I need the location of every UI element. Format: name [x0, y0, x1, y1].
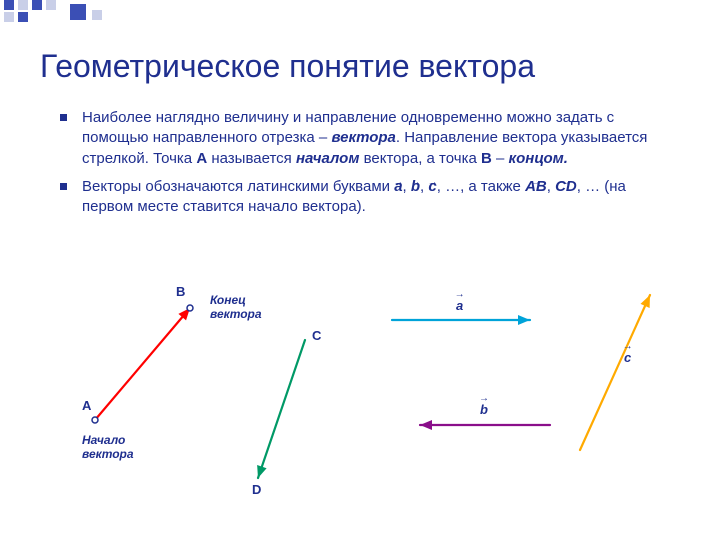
vectors-svg: [0, 250, 720, 540]
label-vec-c: c: [624, 350, 631, 365]
decor-square: [32, 0, 42, 10]
figure-area: A B C D Конецвектора Началовектора a b c: [0, 250, 720, 540]
b1-B: В: [481, 150, 492, 167]
b2-t1: Векторы обозначаются латинскими буквами: [82, 178, 394, 195]
page-title: Геометрическое понятие вектора: [40, 48, 535, 85]
point-A: [92, 417, 98, 423]
decor-square: [18, 0, 28, 10]
bullet-1: Наиболее наглядно величину и направление…: [60, 108, 670, 169]
arrow-over-icon: →: [531, 176, 541, 190]
arrow-over-icon: →: [410, 176, 420, 190]
label-vec-a: a: [456, 298, 463, 313]
label-D: D: [252, 482, 261, 497]
label-nachalo-text: Началовектора: [82, 433, 134, 461]
label-A: A: [82, 398, 91, 413]
vector-c: [580, 295, 650, 450]
point-B: [187, 305, 193, 311]
label-nachalo: Началовектора: [82, 434, 134, 462]
b1-t5: –: [492, 150, 509, 167]
label-C: C: [312, 328, 321, 343]
arrow-over-icon: →: [428, 176, 438, 190]
b1-A: А: [196, 150, 207, 167]
decor-square: [4, 0, 14, 10]
b2-t2: , …, а также: [437, 178, 525, 195]
b1-koncom: концом.: [509, 150, 568, 167]
b2-c3: ,: [547, 178, 555, 195]
decor-square: [4, 12, 14, 22]
decor-square: [18, 12, 28, 22]
b1-nachalom: началом: [296, 150, 360, 167]
label-B: B: [176, 284, 185, 299]
vector-a: [392, 315, 530, 325]
decor-squares: [0, 0, 160, 30]
bullet-list: Наиболее наглядно величину и направление…: [60, 108, 670, 225]
decor-square: [70, 4, 86, 20]
label-konec-text: Конецвектора: [210, 293, 262, 321]
b1-t3: называется: [207, 150, 296, 167]
decor-square: [46, 0, 56, 10]
b1-t4: вектора, а точка: [359, 150, 481, 167]
decor-square: [92, 10, 102, 20]
arrow-over-icon: →: [561, 176, 571, 190]
label-konec: Конецвектора: [210, 294, 262, 322]
vector-b: [420, 420, 550, 430]
bullet-2: Векторы обозначаются латинскими буквами …: [60, 177, 670, 218]
vector-CD: [257, 340, 305, 478]
vector-AB: [95, 308, 190, 420]
arrow-over-icon: →: [393, 176, 403, 190]
label-vec-b: b: [480, 402, 488, 417]
b1-vektora: вектора: [331, 129, 395, 146]
